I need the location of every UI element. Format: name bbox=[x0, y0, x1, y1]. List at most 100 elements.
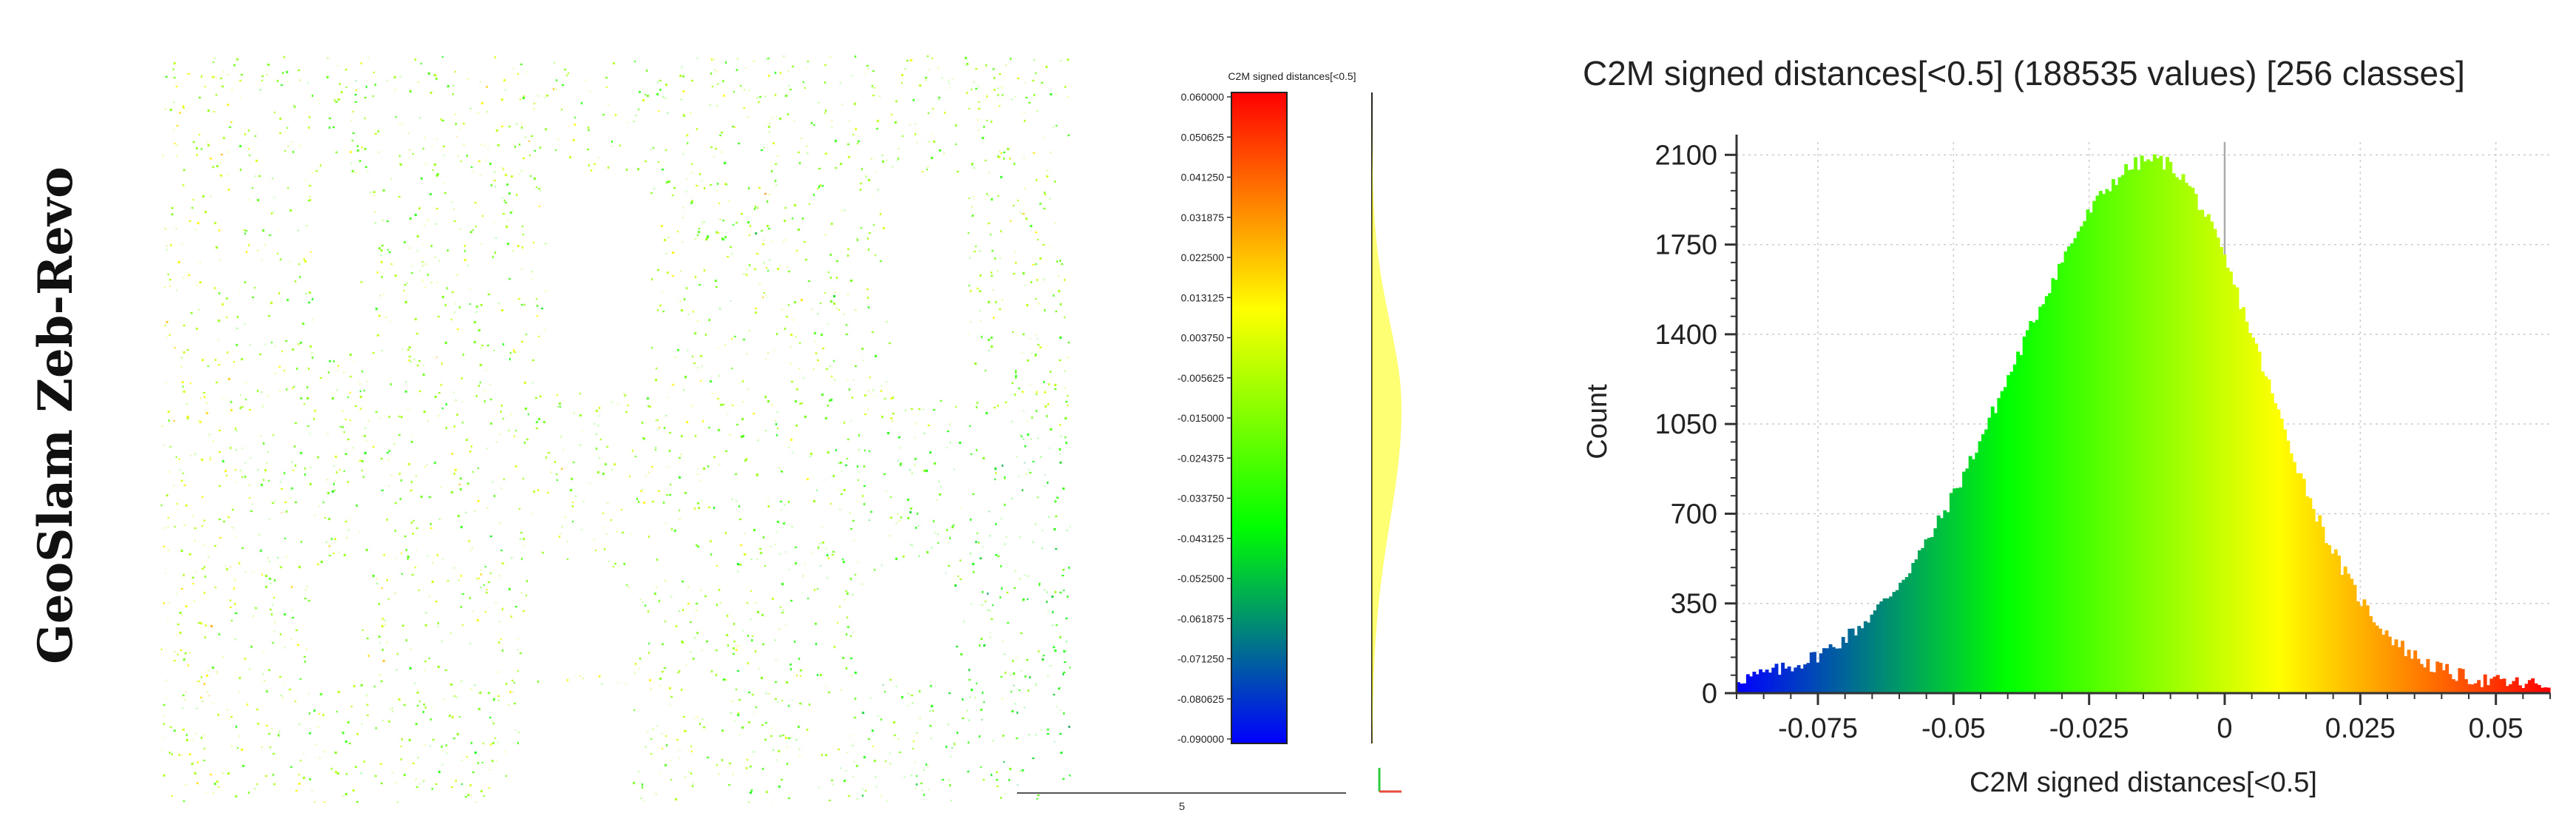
histogram-bar bbox=[2080, 226, 2083, 694]
histogram-bar bbox=[2286, 440, 2291, 693]
histogram-bar bbox=[2012, 364, 2017, 693]
y-axis-label: Count bbox=[1582, 384, 1613, 459]
histogram-bar bbox=[2324, 543, 2328, 693]
histogram-bar bbox=[1904, 576, 1909, 693]
histogram-bar bbox=[2429, 672, 2433, 693]
histogram-bar bbox=[2257, 351, 2262, 693]
histogram-bar bbox=[1845, 642, 1848, 693]
colorbar-histogram bbox=[1372, 92, 1402, 743]
histogram-bar bbox=[2327, 544, 2332, 693]
histogram-bar bbox=[2492, 676, 2497, 693]
histogram-bar bbox=[1742, 683, 1747, 693]
histogram-bar bbox=[1759, 669, 1762, 693]
histogram-bar bbox=[2540, 687, 2545, 693]
histogram-bar bbox=[2359, 606, 2364, 693]
histogram-bar bbox=[1990, 406, 1995, 693]
x-axis-label: C2M signed distances[<0.5] bbox=[1970, 767, 2317, 798]
histogram-bar bbox=[2521, 687, 2526, 693]
histogram-bar bbox=[2296, 473, 2300, 693]
histogram-bar bbox=[2372, 622, 2376, 693]
histogram-chart: C2M signed distances[<0.5] (188535 value… bbox=[1582, 54, 2551, 798]
histogram-bar bbox=[1867, 622, 1871, 693]
histogram-bar bbox=[2455, 681, 2458, 693]
colorbar-tick-label: -0.024375 bbox=[1177, 452, 1224, 464]
histogram-bar bbox=[2283, 429, 2287, 693]
histogram-bar bbox=[2206, 214, 2211, 693]
histogram-bar bbox=[2410, 658, 2414, 693]
histogram-bar bbox=[2537, 684, 2541, 693]
histogram-bar bbox=[2108, 191, 2112, 693]
histogram-bar bbox=[2213, 229, 2217, 693]
histogram-bar bbox=[1822, 648, 1826, 693]
histogram-bar bbox=[2543, 687, 2548, 693]
histogram-bar bbox=[2438, 663, 2443, 693]
histogram-bar bbox=[1774, 664, 1779, 693]
histogram-bar bbox=[2222, 254, 2227, 693]
histogram-bar bbox=[2168, 161, 2173, 693]
histogram-bar bbox=[2098, 191, 2103, 693]
histogram-bar bbox=[2524, 684, 2529, 693]
histogram-bar bbox=[2264, 376, 2268, 693]
histogram-bar bbox=[2451, 679, 2455, 693]
histogram-bar bbox=[2057, 263, 2061, 693]
histogram-bar bbox=[1908, 573, 1912, 693]
histogram-bar bbox=[2289, 453, 2293, 693]
histogram-bar bbox=[2487, 685, 2490, 693]
histogram-bar bbox=[1848, 628, 1852, 693]
histogram-bar bbox=[2194, 194, 2198, 694]
histogram-bar bbox=[2419, 664, 2424, 693]
histogram-bar bbox=[1981, 434, 1985, 693]
histogram-bar bbox=[2191, 187, 2195, 693]
histogram-bar bbox=[2394, 639, 2398, 693]
histogram-bar bbox=[1921, 547, 1925, 693]
histogram-bar bbox=[1825, 648, 1830, 693]
histogram-bar bbox=[2102, 194, 2106, 693]
histogram-bar bbox=[1892, 592, 1896, 693]
histogram-bar bbox=[2448, 674, 2452, 693]
histogram-bar bbox=[2397, 647, 2401, 693]
histogram-bar bbox=[2220, 247, 2224, 693]
histogram-bar bbox=[2426, 658, 2430, 693]
scale-bar-label: 5 bbox=[1179, 800, 1185, 813]
histogram-bar bbox=[1876, 604, 1880, 693]
histogram-bar bbox=[2026, 330, 2029, 693]
colorbar-tick-label: -0.080625 bbox=[1177, 693, 1224, 705]
histogram-bar bbox=[2518, 685, 2522, 693]
histogram-bar bbox=[2134, 157, 2138, 693]
colorbar-tick-label: 0.013125 bbox=[1181, 291, 1225, 303]
colorbar-tick-label: -0.052500 bbox=[1177, 573, 1224, 584]
histogram-bar bbox=[2473, 683, 2478, 693]
x-tick-label: -0.075 bbox=[1778, 713, 1858, 744]
histogram-bar bbox=[2242, 307, 2246, 694]
histogram-bar bbox=[1784, 668, 1788, 693]
histogram-bar bbox=[2311, 508, 2316, 693]
histogram-bar bbox=[2152, 154, 2157, 693]
histogram-bar bbox=[2489, 678, 2494, 693]
histogram-bar bbox=[1968, 456, 1972, 693]
histogram-bar bbox=[1955, 487, 1960, 693]
histogram-bar bbox=[2251, 337, 2255, 693]
histogram-bar bbox=[1791, 671, 1794, 693]
histogram-bar bbox=[1971, 459, 1975, 693]
histogram-bar bbox=[2184, 183, 2188, 693]
colorbar-tick-label: -0.090000 bbox=[1177, 733, 1224, 745]
histogram-bar bbox=[2041, 304, 2046, 693]
histogram-bar bbox=[1816, 662, 1820, 693]
histogram-bar bbox=[2238, 308, 2242, 693]
histogram-bar bbox=[2178, 179, 2183, 694]
histogram-bar bbox=[2480, 686, 2484, 693]
histogram-bar bbox=[2149, 161, 2154, 694]
histogram-bar bbox=[1885, 598, 1890, 693]
histogram-bar bbox=[2095, 195, 2100, 693]
histogram-bar bbox=[1781, 662, 1785, 693]
histogram-bar bbox=[2120, 175, 2125, 693]
histogram-bar bbox=[2137, 169, 2141, 693]
histogram-bar bbox=[2502, 678, 2506, 693]
colorbar-tick-label: -0.033750 bbox=[1177, 493, 1224, 505]
histogram-bar bbox=[1924, 539, 1928, 693]
x-tick-label: -0.05 bbox=[1921, 713, 1986, 744]
colorbar-tick-label: -0.005625 bbox=[1177, 372, 1224, 384]
histogram-bar bbox=[2092, 200, 2097, 693]
histogram-bar bbox=[2477, 680, 2481, 693]
histogram-bar bbox=[1771, 667, 1776, 693]
